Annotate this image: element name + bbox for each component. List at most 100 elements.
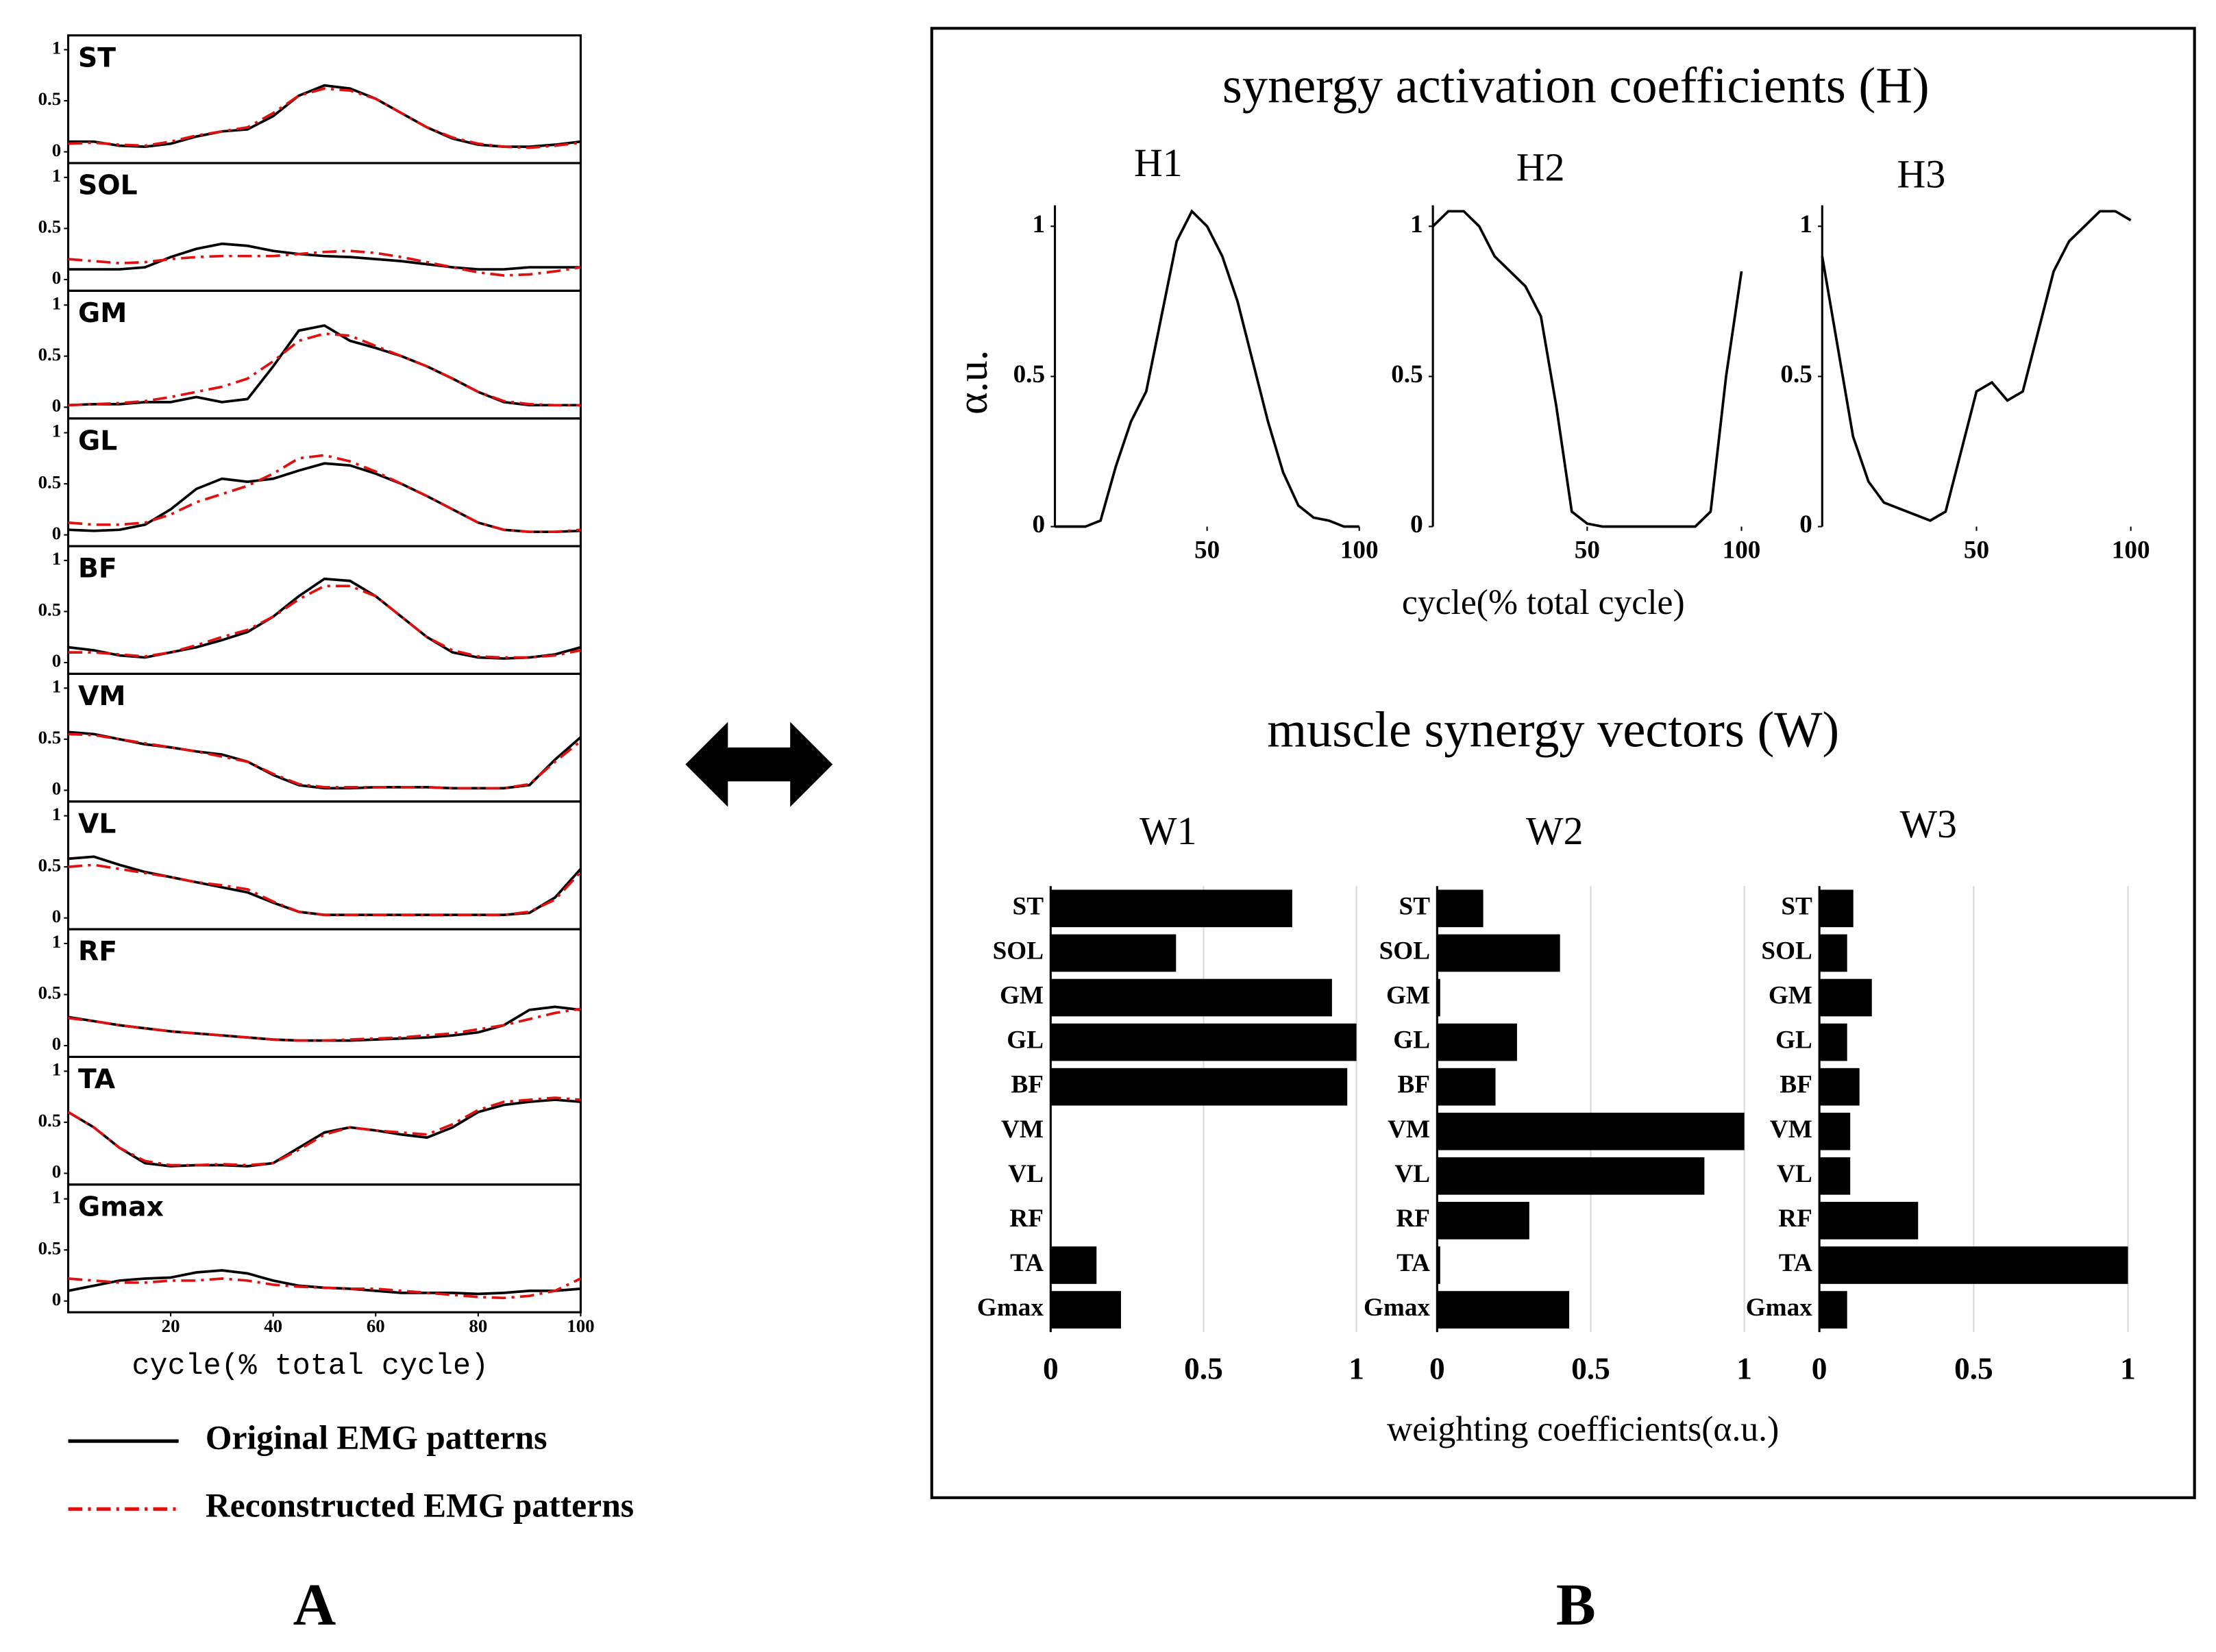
category-label: GL <box>1775 1026 1812 1055</box>
bar <box>1437 889 1484 928</box>
data-line <box>68 242 581 271</box>
panel-title: W1 <box>1140 809 1197 853</box>
x-tick-label: 50 <box>1194 536 1220 564</box>
y-tick-label: 0 <box>52 140 61 160</box>
panel-title: H1 <box>1134 140 1183 185</box>
category-label: Gmax <box>1364 1294 1430 1322</box>
x-tick-label: 0 <box>1043 1351 1059 1385</box>
data-line <box>1821 210 2132 522</box>
bar <box>1819 1023 1847 1061</box>
bar <box>1050 934 1177 972</box>
category-label: VL <box>1008 1160 1044 1188</box>
panel-title: RF <box>78 937 117 967</box>
y-tick-label: 0.5 <box>38 217 62 237</box>
y-tick-label: 0 <box>52 1289 61 1309</box>
y-tick-label: 0.5 <box>38 88 62 109</box>
category-label: GM <box>1386 982 1430 1010</box>
plot-frame <box>66 1183 582 1314</box>
x-tick-label: 0 <box>1812 1351 1827 1385</box>
bar <box>1819 1202 1919 1240</box>
data-line <box>67 1098 581 1168</box>
panel-title: W3 <box>1899 802 1957 846</box>
category-label: VL <box>1394 1160 1430 1188</box>
bar <box>1050 1246 1097 1284</box>
y-tick-label: 0 <box>52 1161 61 1182</box>
y-tick-label: 0.5 <box>38 471 62 492</box>
bar <box>1437 1202 1529 1240</box>
bar <box>1437 1291 1570 1329</box>
x-tick-label: 0.5 <box>1954 1351 1993 1385</box>
y-axis-label: α.u. <box>950 350 996 415</box>
y-tick-label: 0 <box>1032 510 1045 539</box>
category-label: BF <box>1780 1071 1812 1099</box>
y-tick-label: 1 <box>52 931 61 952</box>
bar <box>1437 934 1560 972</box>
data-line <box>68 584 581 659</box>
data-line <box>68 84 581 149</box>
y-tick-label: 1 <box>1032 210 1045 238</box>
chart-title: muscle synergy vectors (W) <box>1267 702 1839 758</box>
bar <box>1437 1157 1705 1195</box>
x-tick-label: 100 <box>1723 536 1761 564</box>
category-label: Gmax <box>1746 1294 1812 1322</box>
bar <box>1819 1291 1847 1329</box>
y-tick-label: 1 <box>52 548 61 569</box>
y-tick-label: 0.5 <box>38 1110 62 1131</box>
x-tick-label: 50 <box>1575 536 1600 564</box>
x-tick-label: 20 <box>162 1316 180 1336</box>
panel-title: H2 <box>1516 145 1565 189</box>
x-axis-label: weighting coefficients(α.u.) <box>1387 1410 1779 1449</box>
bar <box>1819 934 1847 972</box>
y-tick-label: 0 <box>52 395 61 415</box>
category-label: Gmax <box>977 1294 1044 1322</box>
category-label: GL <box>1007 1026 1044 1055</box>
y-tick-label: 0 <box>1410 510 1423 539</box>
panel-title: GM <box>78 298 127 329</box>
y-tick-label: 0.5 <box>1780 360 1812 389</box>
y-tick-label: 1 <box>52 1059 61 1079</box>
data-line <box>68 1277 582 1300</box>
bar <box>1819 1068 1860 1106</box>
panel-title: H3 <box>1897 152 1946 197</box>
y-tick-label: 0.5 <box>38 854 62 875</box>
legend-label: Reconstructed EMG patterns <box>206 1487 634 1525</box>
y-tick-label: 0 <box>52 1033 61 1054</box>
category-label: SOL <box>993 937 1044 965</box>
bar <box>1819 1112 1851 1150</box>
category-label: RF <box>1396 1205 1430 1233</box>
data-line <box>68 87 581 149</box>
bar <box>1437 1068 1496 1106</box>
data-line <box>68 332 581 407</box>
y-tick-label: 1 <box>52 38 61 58</box>
bar <box>1050 1068 1348 1106</box>
y-tick-label: 0.5 <box>38 1237 62 1258</box>
y-tick-label: 0 <box>52 650 61 671</box>
category-label: SOL <box>1761 937 1812 965</box>
bar <box>1050 1291 1121 1329</box>
x-tick-label: 0.5 <box>1184 1351 1223 1385</box>
x-tick-label: 80 <box>469 1316 487 1336</box>
y-tick-label: 0.5 <box>38 600 62 620</box>
data-line <box>68 1007 581 1042</box>
bar <box>1437 978 1440 1017</box>
x-tick-label: 0 <box>1429 1351 1445 1385</box>
panel-title: GL <box>78 426 117 456</box>
category-label: BF <box>1011 1071 1044 1099</box>
chart-title: synergy activation coefficients (H) <box>1222 58 1930 114</box>
bar <box>1819 1246 2128 1284</box>
data-line <box>68 863 582 917</box>
category-label: ST <box>1781 892 1812 920</box>
panel-title: VL <box>78 809 116 839</box>
category-label: VM <box>1388 1115 1430 1144</box>
y-tick-label: 0 <box>52 267 61 288</box>
panel-title: VM <box>78 681 125 712</box>
data-line <box>67 1096 581 1167</box>
x-tick-label: 1 <box>1349 1351 1364 1385</box>
x-tick-label: 40 <box>264 1316 282 1336</box>
x-tick-label: 50 <box>1964 536 1989 564</box>
category-label: VL <box>1777 1160 1812 1188</box>
y-tick-label: 0 <box>1799 510 1812 539</box>
